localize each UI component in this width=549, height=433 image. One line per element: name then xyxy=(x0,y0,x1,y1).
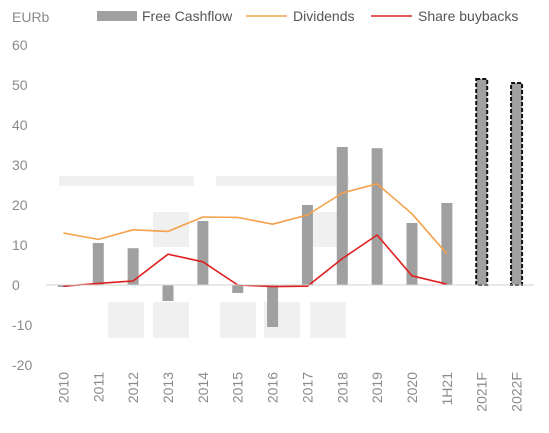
line-series xyxy=(63,183,448,288)
bar-2011 xyxy=(92,243,104,285)
bar-2013 xyxy=(162,285,174,301)
x-tick-label: 2021F xyxy=(474,372,490,412)
legend-label-free-cashflow: Free Cashflow xyxy=(142,8,233,24)
bar-2015 xyxy=(232,285,244,293)
bar-2012 xyxy=(127,248,139,285)
legend: Free Cashflow Dividends Share buybacks xyxy=(97,8,518,24)
x-tick-label: 2014 xyxy=(195,372,211,403)
legend-swatch-free-cashflow xyxy=(97,11,137,21)
x-tick-label: 2020 xyxy=(404,372,420,403)
y-tick-label: 20 xyxy=(12,197,28,213)
x-tick-label: 2013 xyxy=(160,372,176,403)
legend-item-free-cashflow: Free Cashflow xyxy=(97,8,233,24)
legend-item-dividends: Dividends xyxy=(246,8,354,24)
bar-2022F xyxy=(510,82,524,286)
y-tick-label: 50 xyxy=(12,77,28,93)
overlay-block-1 xyxy=(216,176,349,186)
y-tick-label: 60 xyxy=(12,37,28,53)
overlay-block-4 xyxy=(108,302,144,338)
bar-2021F xyxy=(475,78,489,286)
bar-2019 xyxy=(371,148,383,285)
bar-2014 xyxy=(197,221,209,285)
overlay-block-0 xyxy=(59,176,194,186)
bar-2020 xyxy=(406,223,418,285)
bar-2017 xyxy=(301,205,313,285)
bar-2018 xyxy=(336,147,348,285)
x-tick-label: 2022F xyxy=(509,372,525,412)
line-share-buybacks xyxy=(63,234,448,288)
y-tick-label: 0 xyxy=(12,277,20,293)
overlay-block-8 xyxy=(310,302,346,338)
y-tick-label: 40 xyxy=(12,117,28,133)
y-tick-label: -10 xyxy=(12,317,32,333)
x-tick-label: 2019 xyxy=(369,372,385,403)
legend-item-share-buybacks: Share buybacks xyxy=(371,8,518,24)
x-tick-label: 2015 xyxy=(230,372,246,403)
overlay-block-6 xyxy=(220,302,256,338)
legend-label-share-buybacks: Share buybacks xyxy=(418,8,518,24)
x-tick-label: 2012 xyxy=(125,372,141,403)
unit-label: EURb xyxy=(12,9,50,25)
x-tick-label: 2010 xyxy=(55,372,71,403)
y-tick-label: -20 xyxy=(12,357,32,373)
line-dividends xyxy=(63,183,448,255)
x-tick-label: 2011 xyxy=(90,372,106,402)
x-tick-label: 2017 xyxy=(299,372,315,403)
decorative-overlays xyxy=(59,176,349,338)
y-tick-label: 10 xyxy=(12,237,28,253)
x-tick-label: 2018 xyxy=(334,372,350,403)
free-cashflow-bars xyxy=(57,78,524,327)
legend-label-dividends: Dividends xyxy=(293,8,354,24)
x-tick-label: 2016 xyxy=(265,372,281,403)
y-axis: -20 -10 0 10 20 30 40 50 60 xyxy=(12,37,32,373)
x-tick-label: 1H21 xyxy=(439,372,455,406)
bar-1H21 xyxy=(441,203,453,285)
overlay-block-5 xyxy=(153,302,189,338)
bar-2016 xyxy=(267,285,279,327)
x-axis: 2010 2011 2012 2013 2014 2015 2016 2017 2018 2019… xyxy=(55,372,524,412)
y-tick-label: 30 xyxy=(12,157,28,173)
